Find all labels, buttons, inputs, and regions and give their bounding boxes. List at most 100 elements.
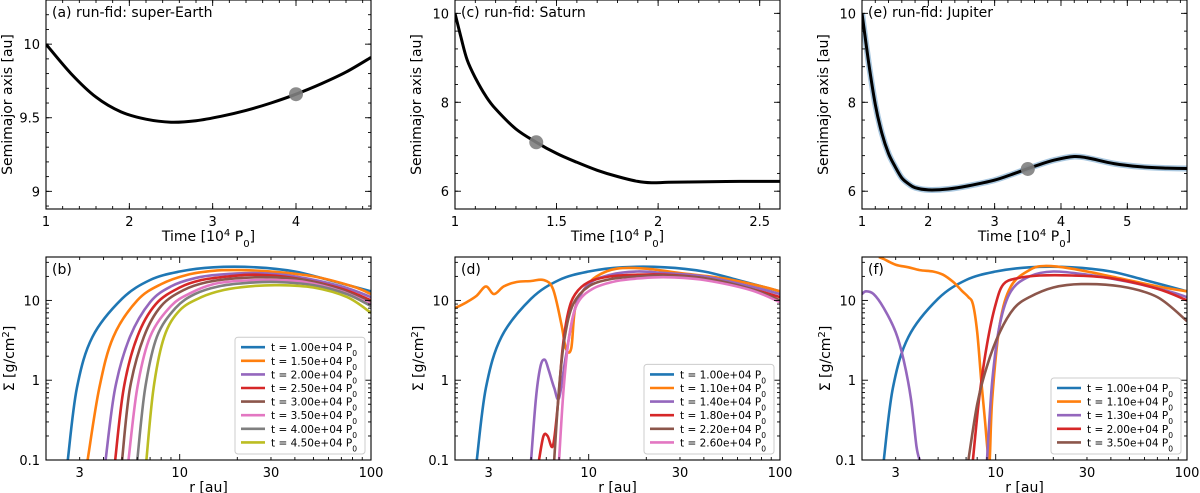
legend-entry: t = 1.00e+04 P0 (680, 369, 766, 385)
series-line-2 (86, 268, 371, 460)
axes-frame (45, 256, 372, 461)
x-axis-label: Time [104 P0] (570, 228, 664, 250)
time-marker (529, 135, 544, 150)
series-line-1 (66, 265, 371, 460)
legend: t = 1.00e+04 P0t = 1.10e+04 P0t = 1.40e+… (643, 363, 775, 455)
x-tick-label: 5 (1123, 215, 1131, 230)
y-tick-label: 8 (441, 96, 449, 111)
legend-entry: t = 3.50e+04 P0 (1087, 437, 1173, 453)
x-tick-label: 3 (892, 466, 900, 481)
legend-entry: t = 3.50e+04 P0 (271, 410, 357, 426)
legend-entry: t = 2.00e+04 P0 (271, 369, 357, 385)
panel-title: (f) (868, 262, 884, 278)
y-tick-label: 10 (23, 294, 40, 309)
y-tick-label: 0.1 (19, 454, 40, 469)
y-tick-label: 10 (432, 7, 449, 22)
y-axis-label: Semimajor axis [au] (0, 34, 16, 175)
y-axis-label: Σ [g/cm2] (1, 326, 19, 392)
legend-entry: t = 2.60e+04 P0 (680, 437, 766, 453)
x-tick-label: 1 (858, 215, 866, 230)
legend-entry: t = 2.50e+04 P0 (271, 383, 357, 399)
legend-entry: t = 1.00e+04 P0 (1087, 383, 1173, 399)
y-tick-label: 10 (839, 294, 856, 309)
legend-entry: t = 2.00e+04 P0 (1087, 424, 1173, 440)
series-line-2 (862, 13, 1187, 192)
plot-area (862, 12, 1187, 193)
x-axis-label: r [au] (189, 480, 228, 493)
x-tick-label: 30 (1079, 466, 1096, 481)
x-tick-label: 30 (672, 466, 689, 481)
plot-area (455, 12, 780, 185)
y-axis-label: Semimajor axis [au] (816, 34, 832, 175)
ticks (45, 0, 371, 209)
ticks (861, 0, 1187, 210)
y-tick-label: 6 (441, 185, 449, 200)
series-line-7 (136, 280, 371, 460)
ticks (454, 257, 781, 461)
plot-area (46, 43, 371, 124)
x-axis-label: r [au] (1005, 480, 1044, 493)
y-tick-label: 1 (441, 374, 449, 389)
y-tick-label: 9 (32, 185, 40, 200)
ticks (861, 257, 1188, 461)
series-line-1 (475, 265, 780, 460)
ticks (45, 257, 372, 461)
legend-entry: t = 4.00e+04 P0 (271, 424, 357, 440)
y-tick-label: 10 (432, 294, 449, 309)
legend-entry: t = 1.40e+04 P0 (680, 397, 766, 413)
x-tick-label: 1 (42, 215, 50, 230)
legend: t = 1.00e+04 P0t = 1.50e+04 P0t = 2.00e+… (234, 336, 366, 455)
y-tick-label: 1 (848, 374, 856, 389)
y-tick-label: 9.5 (19, 112, 40, 127)
panel-title: (b) (52, 262, 72, 278)
x-tick-label: 10 (987, 466, 1004, 481)
panel-title: (d) (461, 262, 481, 278)
legend-entry: t = 1.30e+04 P0 (1087, 410, 1173, 426)
y-tick-label: 1 (32, 374, 40, 389)
legend-entry: t = 4.50e+04 P0 (271, 437, 357, 453)
x-tick-label: 3 (991, 215, 999, 230)
y-axis-label: Σ [g/cm2] (817, 326, 835, 392)
x-tick-label: 100 (359, 466, 384, 481)
ticks (454, 0, 781, 210)
y-axis-label: Σ [g/cm2] (410, 326, 428, 392)
legend-entry: t = 3.00e+04 P0 (271, 397, 357, 413)
axes-frame (861, 256, 1188, 461)
legend-entry: t = 1.00e+04 P0 (271, 342, 357, 358)
panel-title: (a) run-fid: super-Earth (52, 5, 213, 21)
x-tick-label: 2 (654, 215, 662, 230)
y-tick-label: 0.1 (835, 454, 856, 469)
x-tick-label: 30 (263, 466, 280, 481)
series-line-1 (455, 12, 780, 185)
series-line-5 (552, 274, 780, 460)
series-line-6 (967, 282, 1187, 460)
legend-entry: t = 1.10e+04 P0 (680, 383, 766, 399)
panel-title: (c) run-fid: Saturn (461, 5, 586, 21)
y-tick-label: 10 (23, 38, 40, 53)
panel-title: (e) run-fid: Jupiter (868, 5, 993, 21)
plot-area (66, 265, 371, 460)
x-tick-label: 4 (1057, 215, 1065, 230)
panel-a: 1 2 3 4 9 9.5 10 Time [104 P0] Semimajor axis [a… (0, 0, 372, 250)
y-tick-label: 0.1 (428, 454, 449, 469)
time-marker (289, 87, 303, 102)
legend-box (1050, 377, 1182, 455)
time-marker (1020, 161, 1035, 176)
x-tick-label: 3 (485, 466, 493, 481)
y-axis-label: Semimajor axis [au] (409, 34, 425, 175)
axes-frame (45, 0, 372, 210)
legend-box (234, 336, 366, 455)
x-tick-label: 100 (768, 466, 793, 481)
axes-frame (861, 0, 1188, 210)
series-line-6 (127, 278, 371, 460)
x-tick-label: 1 (451, 215, 459, 230)
series-line-6 (557, 275, 780, 460)
y-tick-label: 6 (848, 185, 856, 200)
legend-box (643, 363, 775, 455)
series-line-1 (882, 265, 1187, 460)
x-tick-label: 3 (76, 466, 84, 481)
x-axis-label: Time [104 P0] (161, 228, 255, 250)
